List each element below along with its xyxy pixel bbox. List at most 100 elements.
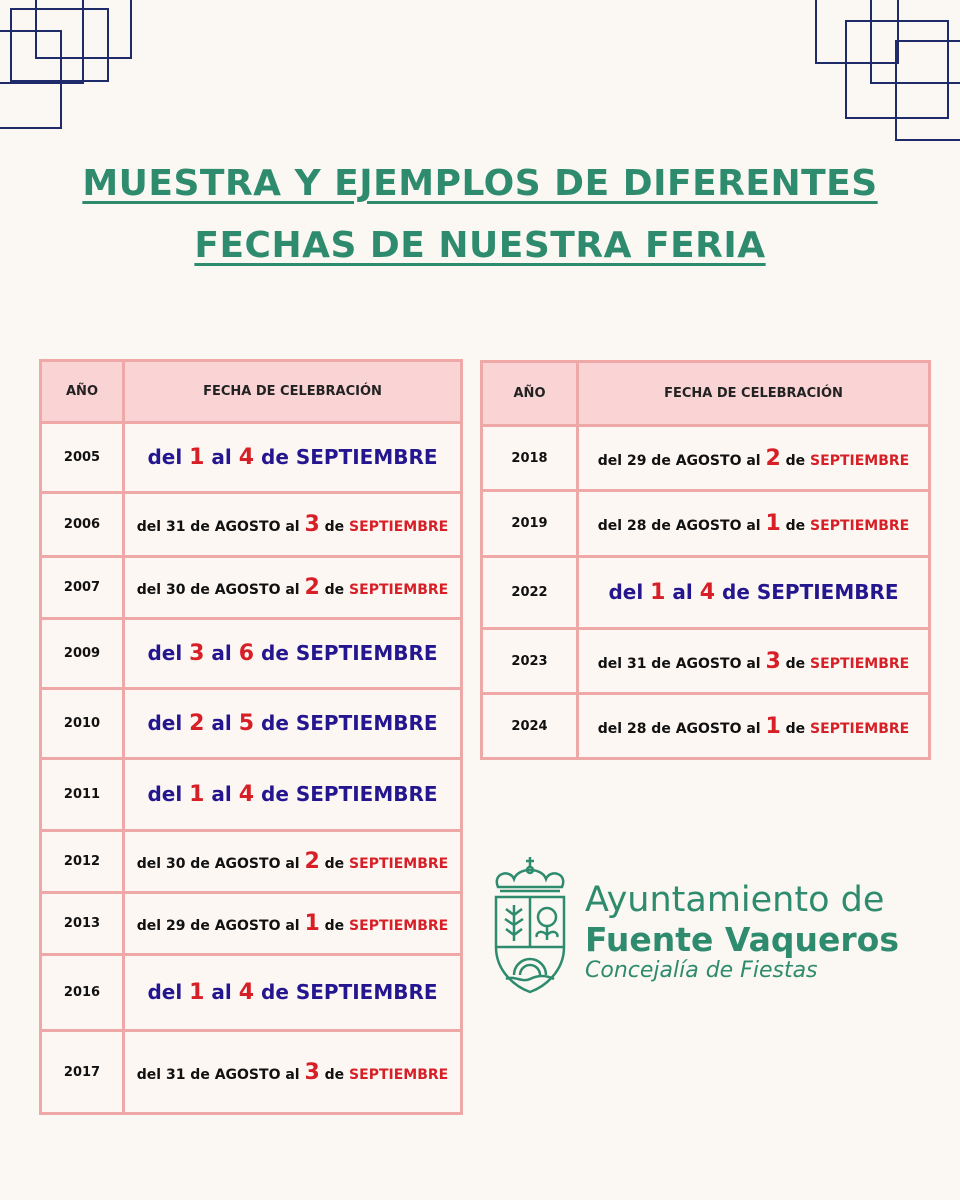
year-cell: 2007	[39, 555, 125, 620]
date-text-part: del	[147, 445, 190, 469]
date-cell: del 1 al 4 de SEPTIEMBRE	[122, 953, 463, 1032]
table-row: 2019 del 28 de AGOSTO al 1 de SEPTIEMBRE	[480, 489, 931, 558]
year-cell: 2005	[39, 421, 125, 494]
date-text-part: 4	[238, 445, 255, 470]
year-cell: 2012	[39, 829, 125, 894]
date-text-part: del 28 de AGOSTO al	[597, 518, 766, 534]
date-text-part: SEPTIEMBRE	[810, 655, 910, 672]
date-text-part: 4	[238, 980, 255, 1005]
date-cell: del 1 al 4 de SEPTIEMBRE	[122, 757, 463, 832]
page-title-line2: FECHAS DE NUESTRA FERIA	[194, 225, 766, 266]
table-row: 2007 del 30 de AGOSTO al 2 de SEPTIEMBRE	[39, 555, 463, 620]
year-cell: 2023	[480, 627, 579, 695]
date-text-part: 6	[238, 641, 255, 666]
date-text-part: 2	[189, 711, 205, 736]
date-text-part: de SEPTIEMBRE	[254, 782, 438, 806]
date-text-part: del 29 de AGOSTO al	[136, 918, 305, 934]
date-text-part: SEPTIEMBRE	[349, 856, 449, 872]
date-cell: del 3 al 6 de SEPTIEMBRE	[122, 617, 463, 690]
date-text-part: del 28 de AGOSTO al	[597, 720, 766, 737]
table-row: 2017 del 31 de AGOSTO al 3 de SEPTIEMBRE	[39, 1029, 463, 1115]
year-cell: 2013	[39, 891, 125, 956]
date-text-part: de SEPTIEMBRE	[254, 641, 438, 665]
date-text-part: al	[204, 711, 239, 735]
date-text-part: 3	[765, 648, 781, 674]
table-row: 2013 del 29 de AGOSTO al 1 de SEPTIEMBRE	[39, 891, 463, 956]
year-cell: 2006	[39, 491, 125, 558]
date-text-part: de SEPTIEMBRE	[254, 711, 438, 735]
date-text-part: SEPTIEMBRE	[810, 720, 910, 737]
date-text-part: del 30 de AGOSTO al	[136, 856, 305, 872]
table-row: 2016 del 1 al 4 de SEPTIEMBRE	[39, 953, 463, 1032]
logo-line3: Concejalía de Fiestas	[585, 958, 818, 983]
date-text-part: del 29 de AGOSTO al	[597, 452, 766, 469]
date-cell: del 31 de AGOSTO al 3 de SEPTIEMBRE	[576, 627, 931, 695]
date-text-part: al	[204, 782, 239, 806]
date-cell: del 2 al 5 de SEPTIEMBRE	[122, 687, 463, 760]
date-text-part: 1	[189, 445, 205, 470]
date-text-part: 4	[238, 782, 255, 807]
date-text-part: del	[608, 580, 651, 604]
decorative-square	[845, 20, 949, 119]
date-text-part: 2	[765, 445, 781, 471]
header-date: FECHA DE CELEBRACIÓN	[122, 359, 463, 424]
table-row: 2022 del 1 al 4 de SEPTIEMBRE	[480, 555, 931, 630]
table-row: 2010 del 2 al 5 de SEPTIEMBRE	[39, 687, 463, 760]
date-text-part: 3	[304, 1059, 320, 1085]
decorative-square	[870, 0, 960, 84]
date-text-part: de	[780, 720, 811, 737]
date-text-part: 1	[304, 911, 320, 936]
year-cell: 2009	[39, 617, 125, 690]
decorative-square	[895, 40, 960, 141]
date-text-part: del 30 de AGOSTO al	[136, 582, 305, 598]
dates-table-right: AÑO FECHA DE CELEBRACIÓN 2018 del 29 de AG…	[480, 360, 931, 760]
date-cell: del 1 al 4 de SEPTIEMBRE	[576, 555, 931, 630]
table-row: 2011 del 1 al 4 de SEPTIEMBRE	[39, 757, 463, 832]
decorative-square	[10, 8, 109, 82]
decorative-square	[0, 0, 84, 84]
date-cell: del 28 de AGOSTO al 1 de SEPTIEMBRE	[576, 489, 931, 558]
date-text-part: 1	[650, 580, 666, 605]
date-text-part: SEPTIEMBRE	[810, 518, 910, 534]
table-row: 2024 del 28 de AGOSTO al 1 de SEPTIEMBRE	[480, 692, 931, 760]
table-row: 2006 del 31 de AGOSTO al 3 de SEPTIEMBRE	[39, 491, 463, 558]
date-text-part: de	[319, 918, 350, 934]
date-text-part: del	[147, 711, 190, 735]
date-cell: del 28 de AGOSTO al 1 de SEPTIEMBRE	[576, 692, 931, 760]
table-row: 2023 del 31 de AGOSTO al 3 de SEPTIEMBRE	[480, 627, 931, 695]
year-cell: 2022	[480, 555, 579, 630]
date-text-part: del 31 de AGOSTO al	[136, 519, 305, 535]
coat-of-arms-icon	[494, 857, 566, 994]
header-date: FECHA DE CELEBRACIÓN	[576, 360, 931, 427]
date-text-part: SEPTIEMBRE	[810, 452, 910, 469]
date-text-part: de	[319, 1066, 350, 1083]
header-year: AÑO	[480, 360, 579, 427]
year-cell: 2016	[39, 953, 125, 1032]
date-cell: del 31 de AGOSTO al 3 de SEPTIEMBRE	[122, 491, 463, 558]
logo-line1: Ayuntamiento de	[585, 880, 885, 920]
decorative-square	[35, 0, 132, 59]
date-text-part: 1	[765, 511, 781, 536]
page-title-line1: MUESTRA Y EJEMPLOS DE DIFERENTES	[82, 163, 878, 204]
date-text-part: de	[319, 582, 350, 598]
date-text-part: SEPTIEMBRE	[349, 918, 449, 934]
date-text-part: 4	[699, 580, 716, 605]
date-text-part: del	[147, 980, 190, 1004]
date-text-part: SEPTIEMBRE	[349, 519, 449, 535]
year-cell: 2011	[39, 757, 125, 832]
date-text-part: 2	[304, 849, 320, 874]
date-text-part: del 31 de AGOSTO al	[597, 655, 766, 672]
date-cell: del 29 de AGOSTO al 1 de SEPTIEMBRE	[122, 891, 463, 956]
year-cell: 2017	[39, 1029, 125, 1115]
header-year: AÑO	[39, 359, 125, 424]
date-text-part: 1	[189, 782, 205, 807]
date-text-part: al	[204, 980, 239, 1004]
date-text-part: del	[147, 782, 190, 806]
date-text-part: 1	[765, 713, 781, 739]
date-text-part: 3	[189, 641, 205, 666]
date-text-part: de	[780, 518, 811, 534]
decorative-square	[0, 30, 62, 129]
date-text-part: 1	[189, 980, 205, 1005]
date-text-part: 3	[304, 512, 320, 537]
